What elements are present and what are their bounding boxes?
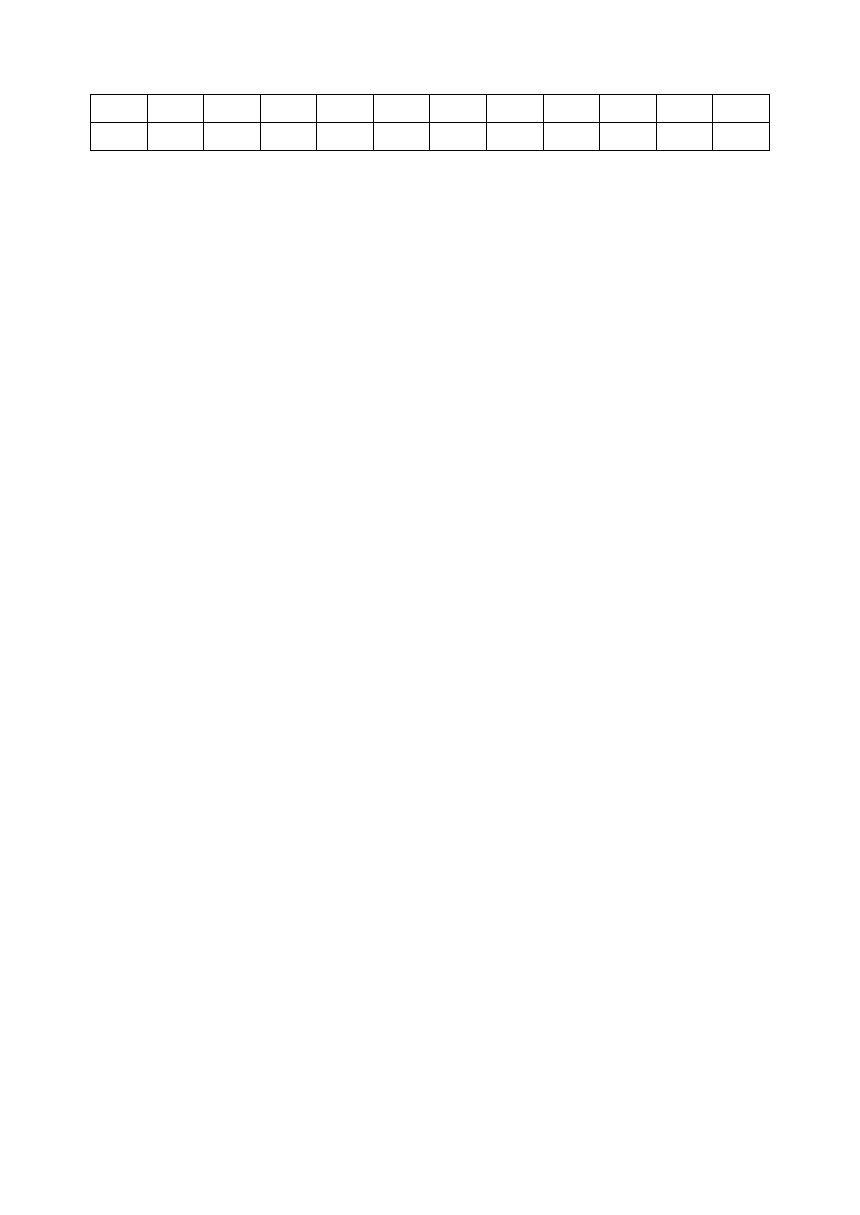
cell[interactable]: [600, 123, 657, 151]
cell[interactable]: [430, 123, 487, 151]
cell: [317, 95, 374, 123]
cell: [713, 95, 770, 123]
cell: [147, 95, 204, 123]
cell[interactable]: [656, 123, 713, 151]
score-value-row: [91, 123, 770, 151]
cell: [543, 95, 600, 123]
score-table: [90, 94, 770, 151]
cell: [600, 95, 657, 123]
cell: [91, 123, 148, 151]
cell[interactable]: [373, 123, 430, 151]
cell[interactable]: [317, 123, 374, 151]
cell: [204, 95, 261, 123]
cell[interactable]: [147, 123, 204, 151]
cell[interactable]: [713, 123, 770, 151]
cell[interactable]: [543, 123, 600, 151]
cell: [656, 95, 713, 123]
cell: [373, 95, 430, 123]
cell: [430, 95, 487, 123]
cell: [91, 95, 148, 123]
cell: [260, 95, 317, 123]
cell[interactable]: [204, 123, 261, 151]
cell[interactable]: [487, 123, 544, 151]
score-header-row: [91, 95, 770, 123]
cell[interactable]: [260, 123, 317, 151]
cell: [487, 95, 544, 123]
